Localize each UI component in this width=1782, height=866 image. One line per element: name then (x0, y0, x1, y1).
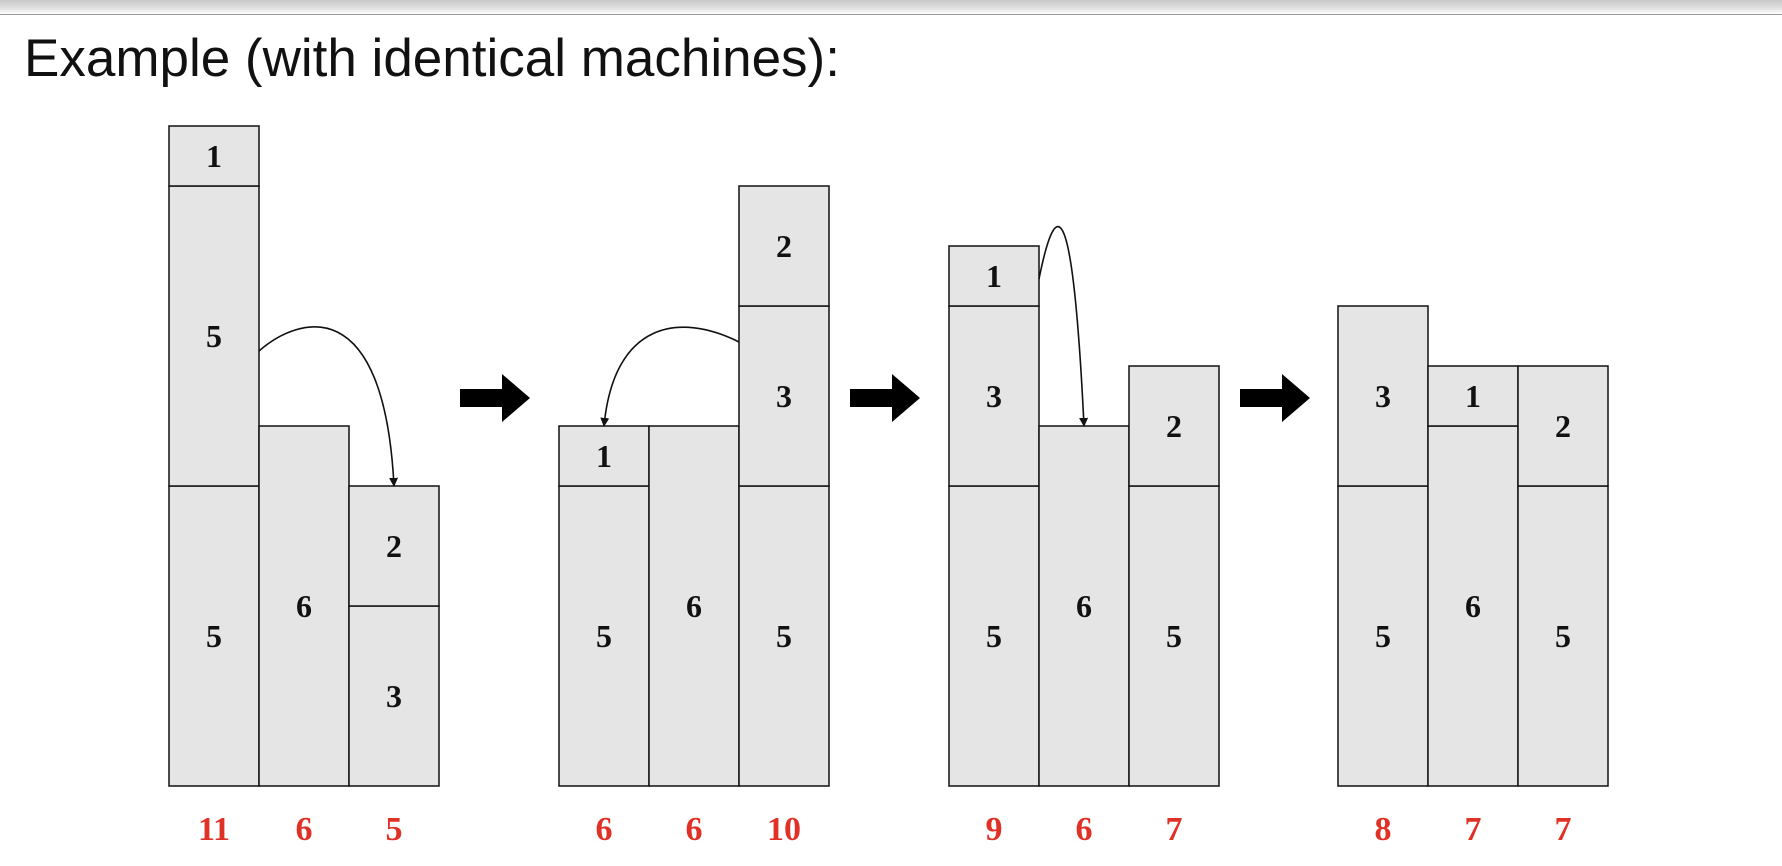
machine-load-label: 7 (1465, 811, 1482, 848)
job-block (648, 425, 740, 787)
job-size-label: 5 (776, 618, 792, 654)
job-block (1427, 425, 1519, 787)
job-size-label: 6 (1465, 588, 1481, 624)
job-block (1038, 425, 1130, 787)
machine-load-label: 11 (198, 811, 230, 848)
job-block (738, 185, 830, 307)
job-size-label: 5 (1375, 618, 1391, 654)
job-size-label: 5 (206, 318, 222, 354)
step-arrow-icon (850, 374, 920, 422)
job-block (1337, 485, 1429, 787)
job-block (168, 485, 260, 787)
job-size-label: 5 (206, 618, 222, 654)
machine-load-label: 8 (1375, 811, 1392, 848)
job-size-label: 5 (1166, 618, 1182, 654)
machine-load-label: 6 (1076, 811, 1093, 848)
job-size-label: 2 (1555, 408, 1571, 444)
job-block (948, 245, 1040, 307)
job-block (1517, 485, 1609, 787)
job-move-arrow (1038, 226, 1089, 427)
job-size-label: 2 (776, 228, 792, 264)
job-size-label: 1 (596, 438, 612, 474)
job-block (558, 485, 650, 787)
job-move-arrow (600, 326, 740, 427)
job-size-label: 1 (1465, 378, 1481, 414)
job-block (1128, 485, 1220, 787)
machine-load-label: 6 (596, 811, 613, 848)
machine-load-label: 7 (1555, 811, 1572, 848)
job-block (1517, 365, 1609, 487)
job-block (948, 305, 1040, 487)
job-block (948, 485, 1040, 787)
job-size-label: 6 (686, 588, 702, 624)
job-block (738, 305, 830, 487)
job-block (258, 425, 350, 787)
machine-load-label: 6 (686, 811, 703, 848)
title-bar-edge (0, 0, 1782, 15)
job-size-label: 3 (386, 678, 402, 714)
job-block (738, 485, 830, 787)
job-size-label: 5 (596, 618, 612, 654)
machine-load-label: 7 (1166, 811, 1183, 848)
job-size-label: 1 (206, 138, 222, 174)
job-size-label: 2 (1166, 408, 1182, 444)
job-block (1427, 365, 1519, 427)
job-size-label: 2 (386, 528, 402, 564)
step-arrow-icon (460, 374, 530, 422)
job-size-label: 5 (1555, 618, 1571, 654)
machine-load-label: 9 (986, 811, 1003, 848)
job-size-label: 3 (776, 378, 792, 414)
job-block (168, 185, 260, 487)
step-arrow-icon (1240, 374, 1310, 422)
job-size-label: 6 (296, 588, 312, 624)
job-size-label: 3 (986, 378, 1002, 414)
job-block (168, 125, 260, 187)
job-block (1128, 365, 1220, 487)
machine-load-label: 10 (767, 811, 801, 848)
slide-heading: Example (with identical machines): (24, 29, 840, 88)
job-move-arrow (258, 326, 399, 487)
job-block (1337, 305, 1429, 487)
job-size-label: 3 (1375, 378, 1391, 414)
job-size-label: 1 (986, 258, 1002, 294)
job-size-label: 5 (986, 618, 1002, 654)
machine-load-label: 5 (386, 811, 403, 848)
machine-load-label: 6 (296, 811, 313, 848)
job-size-label: 6 (1076, 588, 1092, 624)
